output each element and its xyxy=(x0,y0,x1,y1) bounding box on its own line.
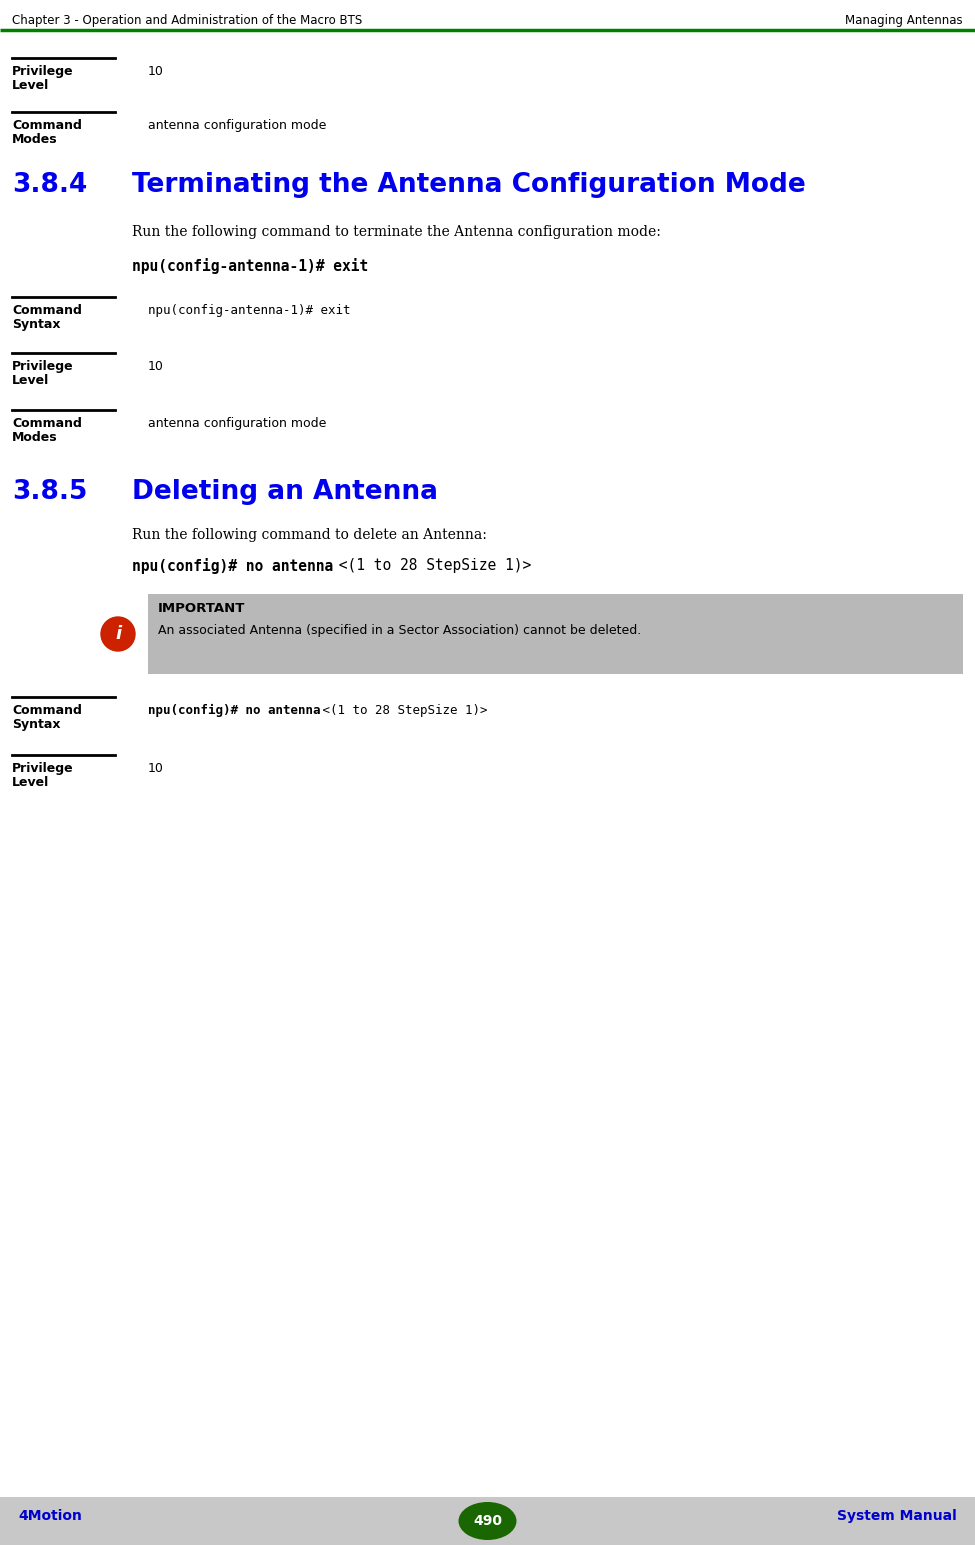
Circle shape xyxy=(101,616,135,650)
Text: Level: Level xyxy=(12,79,50,93)
Text: 4Motion: 4Motion xyxy=(18,1509,82,1523)
Text: 3.8.5: 3.8.5 xyxy=(12,479,88,505)
Text: Managing Antennas: Managing Antennas xyxy=(845,14,963,26)
Text: <(1 to 28 StepSize 1)>: <(1 to 28 StepSize 1)> xyxy=(330,558,531,573)
Text: 10: 10 xyxy=(148,65,164,77)
Text: Privilege: Privilege xyxy=(12,65,74,77)
Text: Modes: Modes xyxy=(12,133,58,145)
Text: System Manual: System Manual xyxy=(838,1509,957,1523)
Text: Syntax: Syntax xyxy=(12,718,60,731)
Text: antenna configuration mode: antenna configuration mode xyxy=(148,119,327,131)
Text: Chapter 3 - Operation and Administration of the Macro BTS: Chapter 3 - Operation and Administration… xyxy=(12,14,363,26)
Text: npu(config-antenna-1)# exit: npu(config-antenna-1)# exit xyxy=(132,258,369,273)
Text: Command: Command xyxy=(12,705,82,717)
Text: Run the following command to delete an Antenna:: Run the following command to delete an A… xyxy=(132,528,487,542)
Text: Level: Level xyxy=(12,776,50,789)
Text: IMPORTANT: IMPORTANT xyxy=(158,603,246,615)
Text: antenna configuration mode: antenna configuration mode xyxy=(148,417,327,430)
FancyBboxPatch shape xyxy=(148,593,963,674)
Text: Modes: Modes xyxy=(12,431,58,443)
FancyBboxPatch shape xyxy=(0,1497,975,1545)
Text: <(1 to 28 StepSize 1)>: <(1 to 28 StepSize 1)> xyxy=(315,705,488,717)
Text: Deleting an Antenna: Deleting an Antenna xyxy=(132,479,438,505)
Text: Syntax: Syntax xyxy=(12,318,60,331)
Text: 490: 490 xyxy=(473,1514,502,1528)
Text: 10: 10 xyxy=(148,762,164,776)
Text: npu(config)# no antenna: npu(config)# no antenna xyxy=(132,558,333,575)
Text: An associated Antenna (specified in a Sector Association) cannot be deleted.: An associated Antenna (specified in a Se… xyxy=(158,624,642,637)
Text: Terminating the Antenna Configuration Mode: Terminating the Antenna Configuration Mo… xyxy=(132,171,805,198)
Text: 10: 10 xyxy=(148,360,164,372)
Text: Command: Command xyxy=(12,304,82,317)
Text: Command: Command xyxy=(12,417,82,430)
Text: Command: Command xyxy=(12,119,82,131)
Ellipse shape xyxy=(458,1502,517,1540)
Text: npu(config)# no antenna: npu(config)# no antenna xyxy=(148,705,321,717)
Text: i: i xyxy=(115,626,121,643)
Text: Privilege: Privilege xyxy=(12,762,74,776)
Text: npu(config-antenna-1)# exit: npu(config-antenna-1)# exit xyxy=(148,304,350,317)
Text: 3.8.4: 3.8.4 xyxy=(12,171,87,198)
Text: Level: Level xyxy=(12,374,50,386)
Text: Privilege: Privilege xyxy=(12,360,74,372)
Text: Run the following command to terminate the Antenna configuration mode:: Run the following command to terminate t… xyxy=(132,226,661,239)
